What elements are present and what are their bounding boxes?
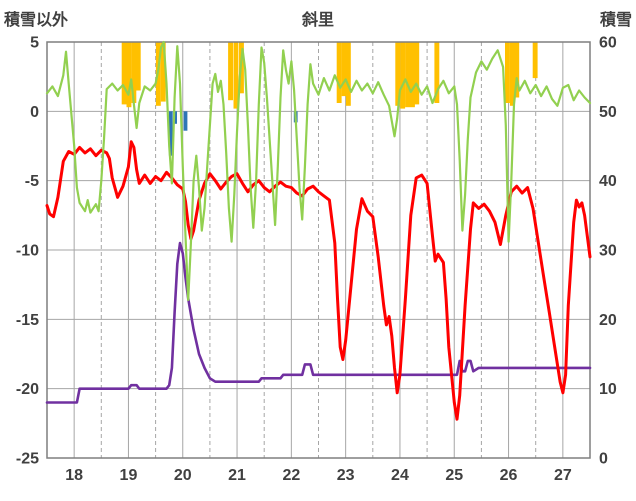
right-tick-label: 50 [599, 104, 617, 121]
sunshine-bars [233, 42, 239, 109]
left-tick-label: 5 [30, 35, 39, 52]
sunshine-bars [532, 42, 538, 79]
sunshine-bars [121, 42, 127, 105]
sunshine-bars [341, 42, 347, 97]
x-tick-label: 22 [282, 467, 300, 484]
sunshine-bars [514, 42, 520, 98]
right-tick-label: 60 [599, 35, 617, 52]
sunshine-bars [414, 42, 420, 105]
sunshine-bars [135, 42, 141, 91]
left-tick-label: -20 [16, 381, 39, 398]
x-tick-label: 25 [445, 467, 463, 484]
right-tick-label: 0 [599, 451, 608, 468]
right-tick-label: 40 [599, 173, 617, 190]
x-tick-label: 26 [500, 467, 518, 484]
x-tick-label: 19 [120, 467, 138, 484]
right-tick-label: 20 [599, 312, 617, 329]
sunshine-bars [395, 42, 401, 106]
sunshine-bars [126, 42, 132, 108]
sunshine-bars [400, 42, 406, 109]
x-tick-label: 27 [554, 467, 572, 484]
chart-title: 斜里 [301, 12, 334, 29]
precipitation-bars [168, 111, 173, 156]
right-tick-label: 10 [599, 381, 617, 398]
sunshine-bars [405, 42, 410, 108]
sunshine-bars [228, 42, 233, 101]
x-tick-label: 24 [391, 467, 409, 484]
left-tick-label: -5 [25, 173, 39, 190]
temperature-line [45, 140, 592, 421]
left-tick-label: -10 [16, 243, 39, 260]
left-tick-label: -15 [16, 312, 39, 329]
x-tick-label: 18 [65, 467, 83, 484]
right-tick-label: 30 [599, 243, 617, 260]
green-line [45, 40, 592, 301]
x-tick-label: 21 [228, 467, 246, 484]
x-tick-label: 20 [174, 467, 192, 484]
precipitation-bars [173, 111, 177, 124]
left-tick-label: 0 [30, 104, 39, 121]
right-axis-title: 積雪 [599, 12, 632, 29]
x-tick-label: 23 [337, 467, 355, 484]
left-tick-label: -25 [16, 451, 39, 468]
left-axis-title: 積雪以外 [4, 12, 69, 29]
sunshine-bars [410, 42, 415, 108]
sunshine-bars [434, 42, 440, 103]
sunshine-bars [509, 42, 515, 106]
sunshine-bars [345, 42, 351, 106]
precipitation-bars [183, 111, 188, 131]
sunshine-bars [505, 42, 510, 103]
sunshine-bars [336, 42, 342, 103]
sunshine-bars [160, 42, 166, 102]
sunshine-bars [131, 42, 137, 103]
